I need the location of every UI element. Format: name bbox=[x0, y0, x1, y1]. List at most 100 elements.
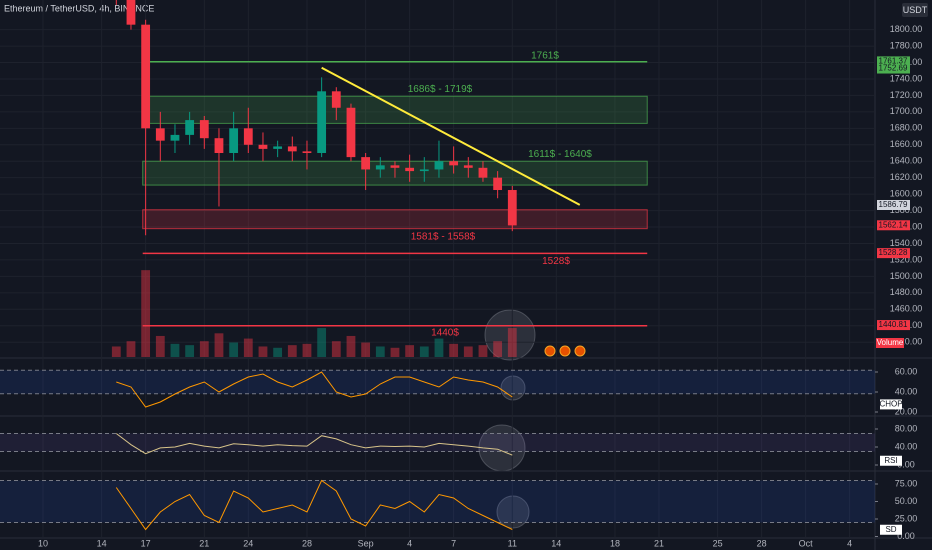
volume-bar bbox=[493, 341, 503, 357]
volume-bar bbox=[243, 338, 253, 357]
indicator-tick-label: 80.00 bbox=[895, 423, 918, 433]
indicator-line bbox=[115, 479, 513, 531]
price-badge bbox=[877, 63, 910, 74]
x-tick-label: 17 bbox=[141, 538, 151, 548]
y-tick-label: 1640.00 bbox=[890, 156, 923, 166]
price-badge-label: 1528.28 bbox=[879, 248, 908, 257]
y-tick-label: 1460.00 bbox=[890, 304, 923, 314]
volume-bar bbox=[346, 335, 356, 357]
y-tick-label: 1700.00 bbox=[890, 106, 923, 116]
price-plot: 1686$ - 1719$ 1611$ - 1640$ 1581$ - 1558$ 1… bbox=[111, 0, 648, 357]
y-tick-label: 1740.00 bbox=[890, 73, 923, 83]
volume-bar bbox=[155, 335, 165, 357]
y-tick-label: 1720.00 bbox=[890, 90, 923, 100]
x-tick-label: 4 bbox=[407, 538, 412, 548]
candle-body bbox=[449, 161, 459, 166]
price-badge bbox=[877, 199, 910, 210]
x-tick-label: 4 bbox=[847, 538, 852, 548]
candle-body bbox=[141, 24, 151, 129]
y-tick-label: 1800.00 bbox=[890, 24, 923, 34]
zone-label: 1611$ - 1640$ bbox=[528, 149, 592, 160]
zone-label: 1686$ - 1719$ bbox=[408, 84, 473, 95]
indicator-badge bbox=[880, 455, 902, 466]
volume-bar bbox=[273, 347, 283, 357]
indicator-tick-label: 60.00 bbox=[895, 366, 918, 376]
volume-bar bbox=[375, 346, 385, 357]
volume-label: Volume bbox=[877, 338, 904, 347]
y-tick-label: 1660.00 bbox=[890, 139, 923, 149]
candle-body bbox=[243, 128, 253, 145]
candle-body bbox=[375, 165, 385, 170]
event-icons bbox=[544, 345, 586, 357]
y-tick-label: 1420.00 bbox=[890, 337, 923, 347]
indicator-line bbox=[115, 433, 513, 456]
price-badge bbox=[877, 320, 910, 331]
y-tick-label: 1480.00 bbox=[890, 287, 923, 297]
level-label: 1440$ bbox=[431, 327, 459, 338]
indicator-tick-label: 25.00 bbox=[895, 513, 918, 523]
volume-bar bbox=[111, 346, 121, 357]
volume-bar bbox=[199, 341, 209, 357]
x-tick-label: 14 bbox=[97, 538, 107, 548]
x-tick-label: 7 bbox=[451, 538, 456, 548]
indicator-line bbox=[116, 371, 513, 408]
indicator-band bbox=[0, 370, 875, 394]
candle-body bbox=[405, 167, 415, 172]
indicator-tick-label: 0.00 bbox=[897, 459, 915, 469]
y-tick-label: 1780.00 bbox=[890, 40, 923, 50]
currency-box bbox=[902, 3, 928, 17]
x-tick-label: 11 bbox=[508, 538, 517, 548]
y-tick-label: 1620.00 bbox=[890, 172, 923, 182]
volume-bar bbox=[302, 343, 312, 357]
price-badge bbox=[877, 248, 910, 259]
volume-bar bbox=[478, 345, 488, 357]
y-tick-label: 1600.00 bbox=[890, 189, 923, 199]
indicator-badge bbox=[880, 399, 902, 410]
candle-body bbox=[493, 177, 503, 191]
volume-bar bbox=[229, 342, 239, 357]
candle-body bbox=[361, 157, 371, 170]
price-badge bbox=[877, 56, 910, 67]
x-tick-label: 21 bbox=[199, 538, 209, 548]
volume-bar bbox=[405, 345, 415, 357]
zone bbox=[142, 209, 648, 230]
volume-badge bbox=[876, 338, 904, 348]
candle-body bbox=[463, 165, 473, 168]
indicator-badge bbox=[880, 524, 902, 535]
chart-title: Ethereum / TetherUSD, 4h, BINANCE bbox=[4, 3, 154, 13]
volume-bar bbox=[185, 345, 195, 357]
candle-body bbox=[317, 91, 327, 153]
volume-bar bbox=[317, 328, 327, 357]
indicator-band bbox=[0, 480, 875, 523]
candle-body bbox=[287, 146, 297, 152]
currency[interactable]: USDT bbox=[903, 5, 928, 15]
volume-bar bbox=[287, 345, 297, 357]
x-tick-label: 21 bbox=[654, 538, 664, 548]
zone-label: 1581$ - 1558$ bbox=[411, 231, 476, 242]
volume-bar bbox=[463, 346, 473, 357]
volume-bar bbox=[390, 347, 400, 357]
volume-bar bbox=[507, 328, 517, 357]
price-badge-label: 1562.14 bbox=[879, 220, 908, 229]
x-tick-label: Sep bbox=[358, 538, 374, 548]
x-tick-label: 10 bbox=[38, 538, 48, 548]
candle-body bbox=[478, 167, 488, 178]
candle-body bbox=[346, 107, 356, 158]
price-badge-label: 1761.37 bbox=[879, 56, 908, 65]
volume-bar bbox=[434, 338, 444, 357]
y-tick-label: 1500.00 bbox=[890, 271, 923, 281]
indicator-tick-label: 50.00 bbox=[895, 496, 918, 506]
highlights bbox=[478, 309, 536, 529]
x-tick-label: 24 bbox=[243, 538, 253, 548]
candle-body bbox=[434, 161, 444, 170]
indicator-tick-label: 0.00 bbox=[897, 531, 915, 541]
volume-bar bbox=[214, 333, 224, 357]
indicator-tick-label: 40.00 bbox=[895, 386, 918, 396]
x-tick-label: 25 bbox=[713, 538, 723, 548]
candle-body bbox=[199, 120, 209, 139]
y-tick-label: 1520.00 bbox=[890, 254, 923, 264]
zone bbox=[142, 95, 648, 124]
